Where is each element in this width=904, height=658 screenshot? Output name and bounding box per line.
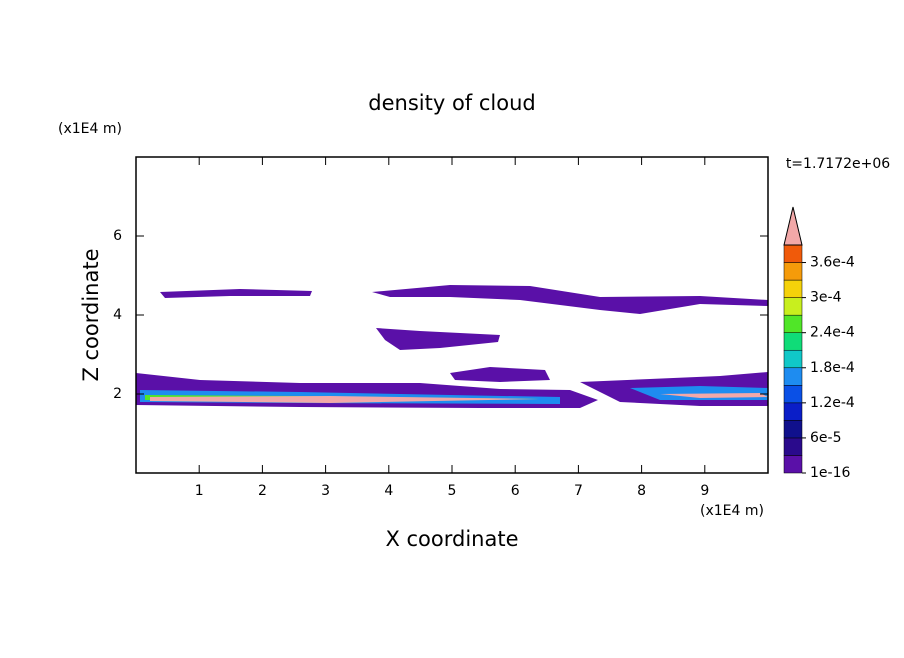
colorbar-band: [783, 279, 803, 298]
colorbar-band: [783, 455, 803, 474]
y-tick-label: 4: [113, 307, 122, 323]
y-tick-label: 2: [113, 386, 122, 402]
colorbar-tick-label: 1.8e-4: [810, 360, 855, 376]
colorbar-band: [783, 244, 803, 263]
x-tick-label: 6: [511, 483, 520, 499]
x-tick-label: 2: [258, 483, 267, 499]
x-tick-label: 1: [195, 483, 204, 499]
colorbar-tick-label: 6e-5: [810, 430, 841, 446]
time-label: t=1.7172e+06: [786, 156, 890, 172]
colorbar-band: [783, 262, 803, 281]
plot-frame: [135, 156, 769, 474]
y-axis-label: Z coordinate: [79, 248, 103, 381]
x-axis-label: X coordinate: [385, 527, 518, 551]
colorbar-overflow: [783, 206, 803, 246]
x-tick-label: 9: [700, 483, 709, 499]
colorbar-band: [783, 420, 803, 439]
x-unit: (x1E4 m): [700, 503, 764, 519]
x-tick-label: 7: [574, 483, 583, 499]
colorbar-tick-label: 3.6e-4: [810, 255, 855, 271]
y-tick-label: 6: [113, 228, 122, 244]
chart-title: density of cloud: [368, 91, 535, 115]
x-tick-label: 8: [637, 483, 646, 499]
cloud-field: [136, 285, 768, 408]
colorbar-band: [783, 385, 803, 404]
colorbar-tick-label: 1e-16: [810, 465, 850, 481]
colorbar-tick-label: 2.4e-4: [810, 325, 855, 341]
colorbar-tick-label: 3e-4: [810, 290, 842, 306]
x-tick-label: 4: [384, 483, 393, 499]
colorbar-band: [783, 314, 803, 333]
colorbar-tick-label: 1.2e-4: [810, 395, 855, 411]
colorbar-band: [783, 332, 803, 351]
y-unit: (x1E4 m): [58, 121, 122, 137]
colorbar-band: [783, 297, 803, 316]
x-tick-label: 3: [321, 483, 330, 499]
colorbar-band: [783, 402, 803, 421]
x-tick-label: 5: [448, 483, 457, 499]
colorbar-band: [783, 437, 803, 456]
colorbar-band: [783, 349, 803, 369]
colorbar-band: [783, 367, 803, 386]
